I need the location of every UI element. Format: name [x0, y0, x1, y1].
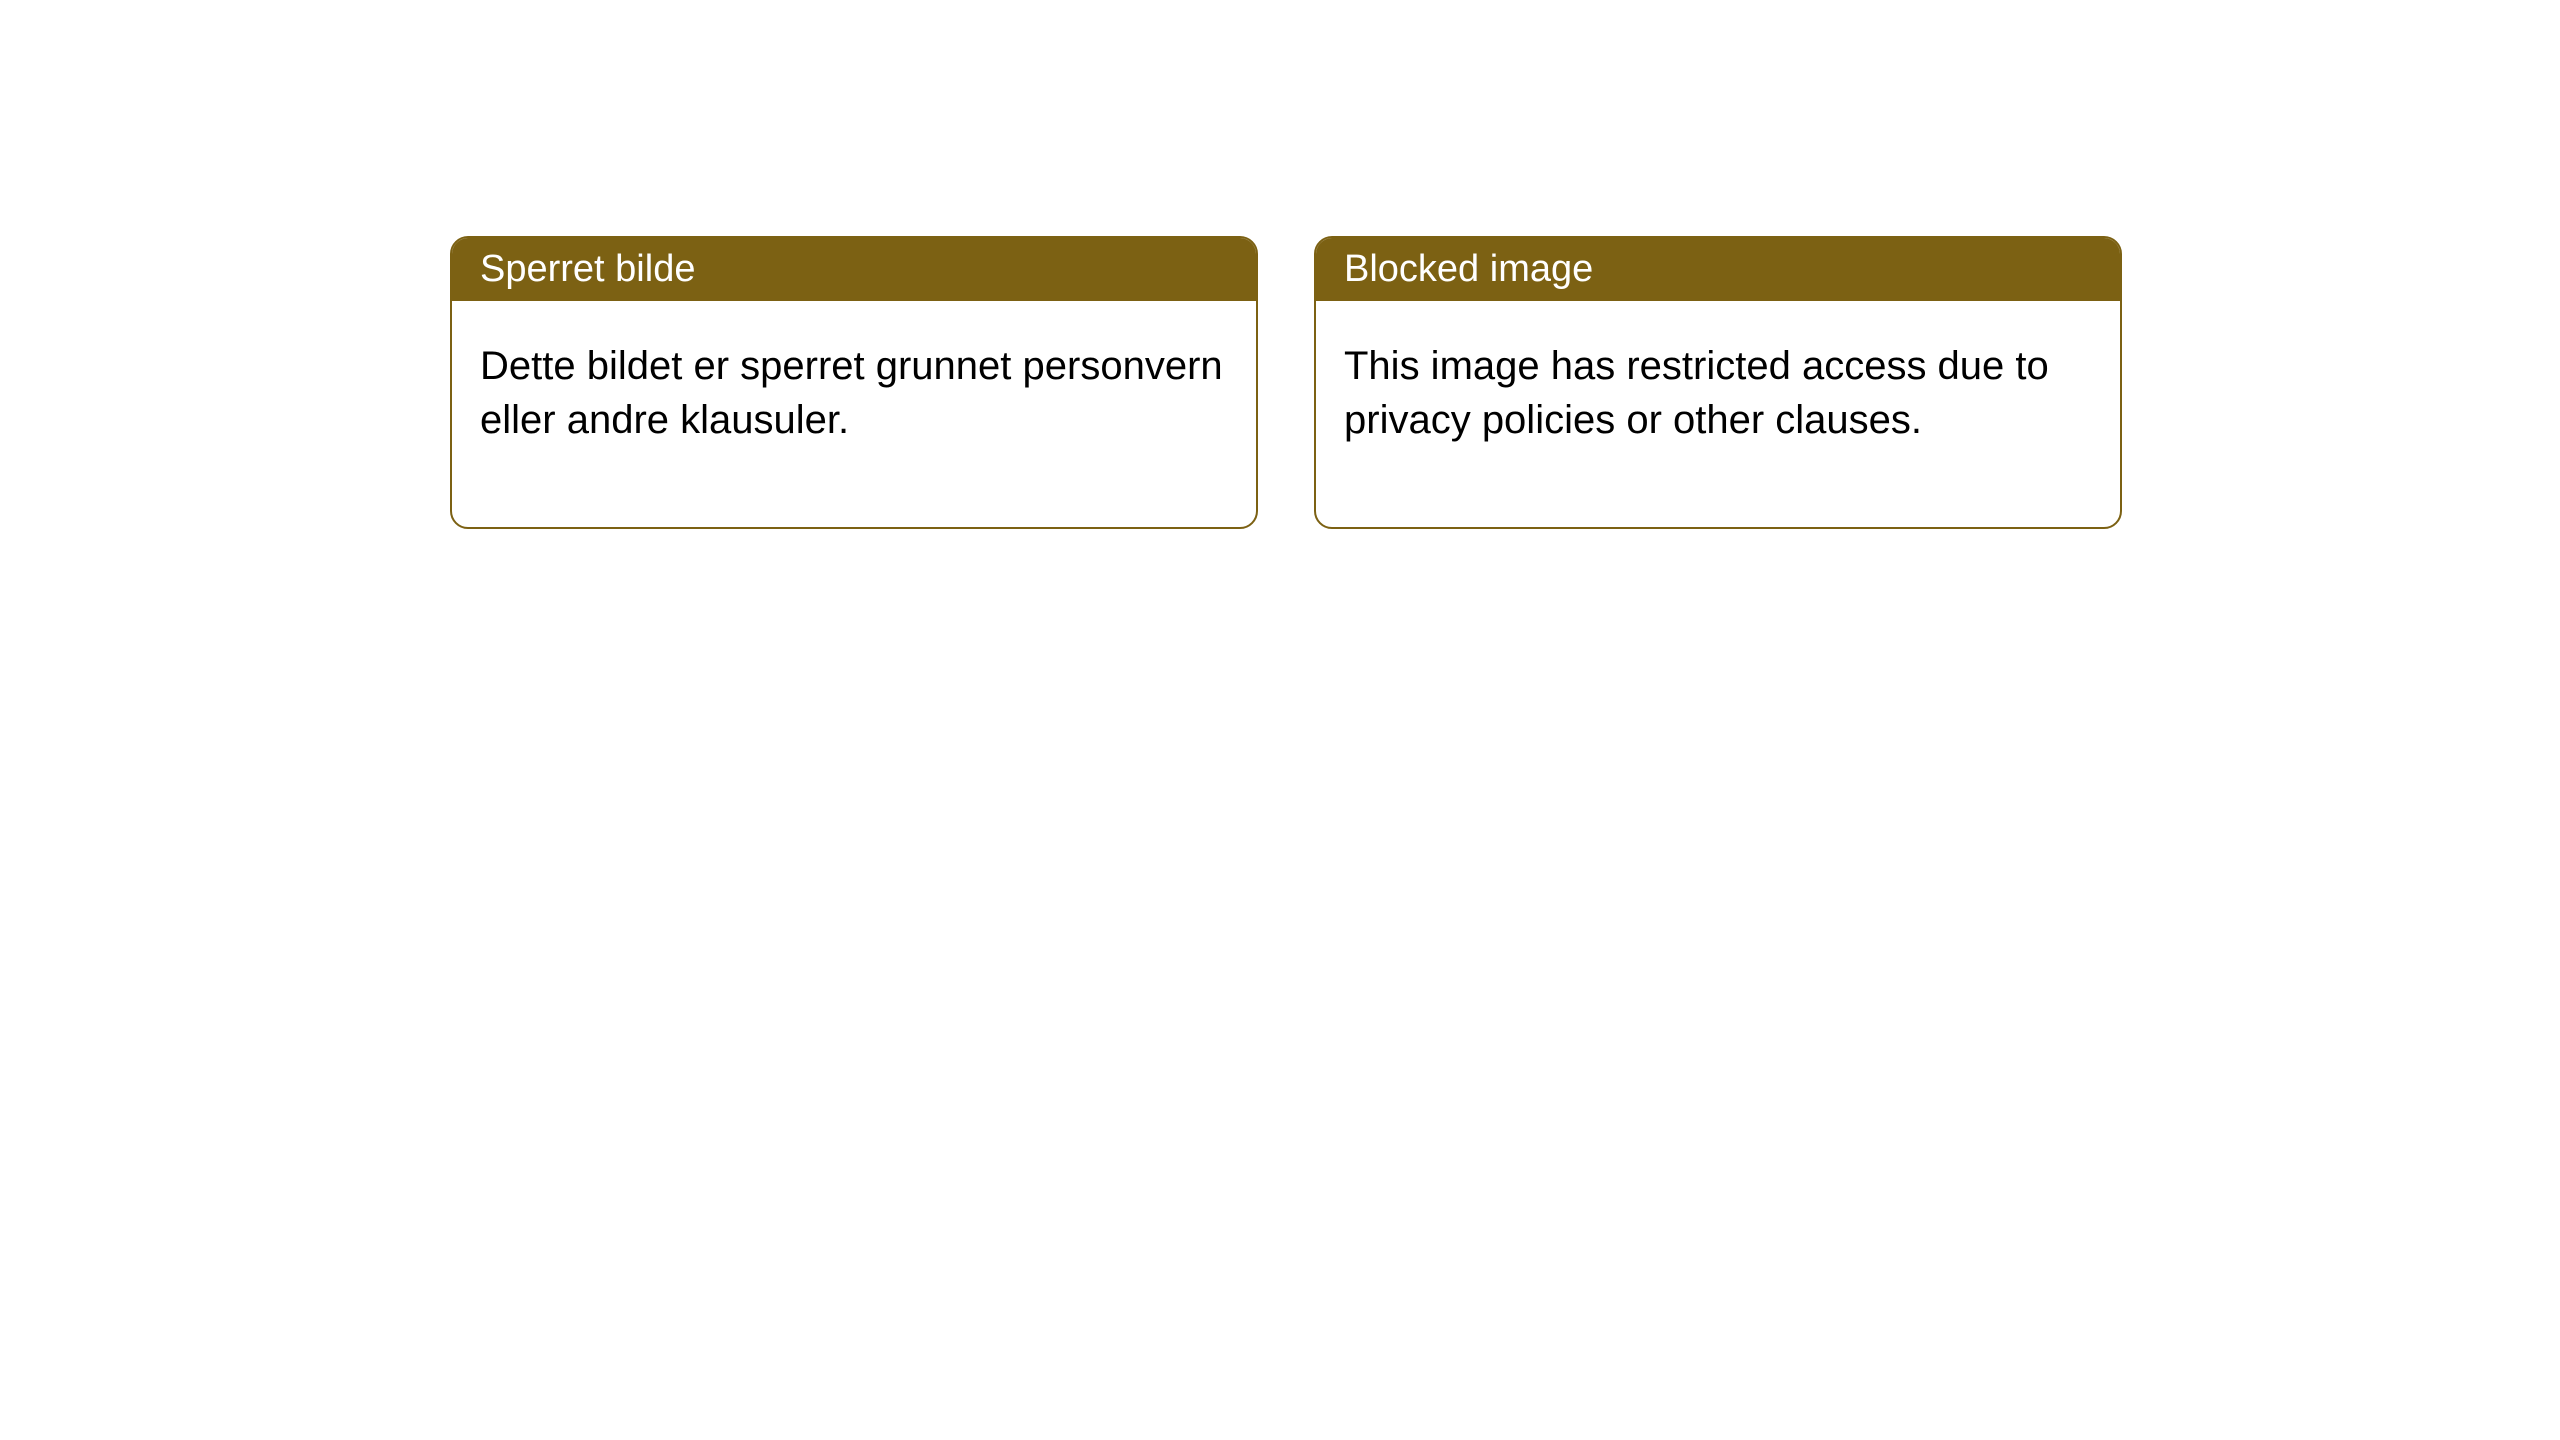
- card-title: Sperret bilde: [480, 248, 695, 290]
- card-body: This image has restricted access due to …: [1316, 301, 2120, 527]
- card-title: Blocked image: [1344, 248, 1593, 290]
- card-header: Sperret bilde: [452, 238, 1256, 301]
- notice-cards-row: Sperret bilde Dette bildet er sperret gr…: [450, 236, 2560, 529]
- card-header: Blocked image: [1316, 238, 2120, 301]
- card-body: Dette bildet er sperret grunnet personve…: [452, 301, 1256, 527]
- card-body-text: This image has restricted access due to …: [1344, 344, 2049, 442]
- notice-card-norwegian: Sperret bilde Dette bildet er sperret gr…: [450, 236, 1258, 529]
- card-body-text: Dette bildet er sperret grunnet personve…: [480, 344, 1223, 442]
- notice-card-english: Blocked image This image has restricted …: [1314, 236, 2122, 529]
